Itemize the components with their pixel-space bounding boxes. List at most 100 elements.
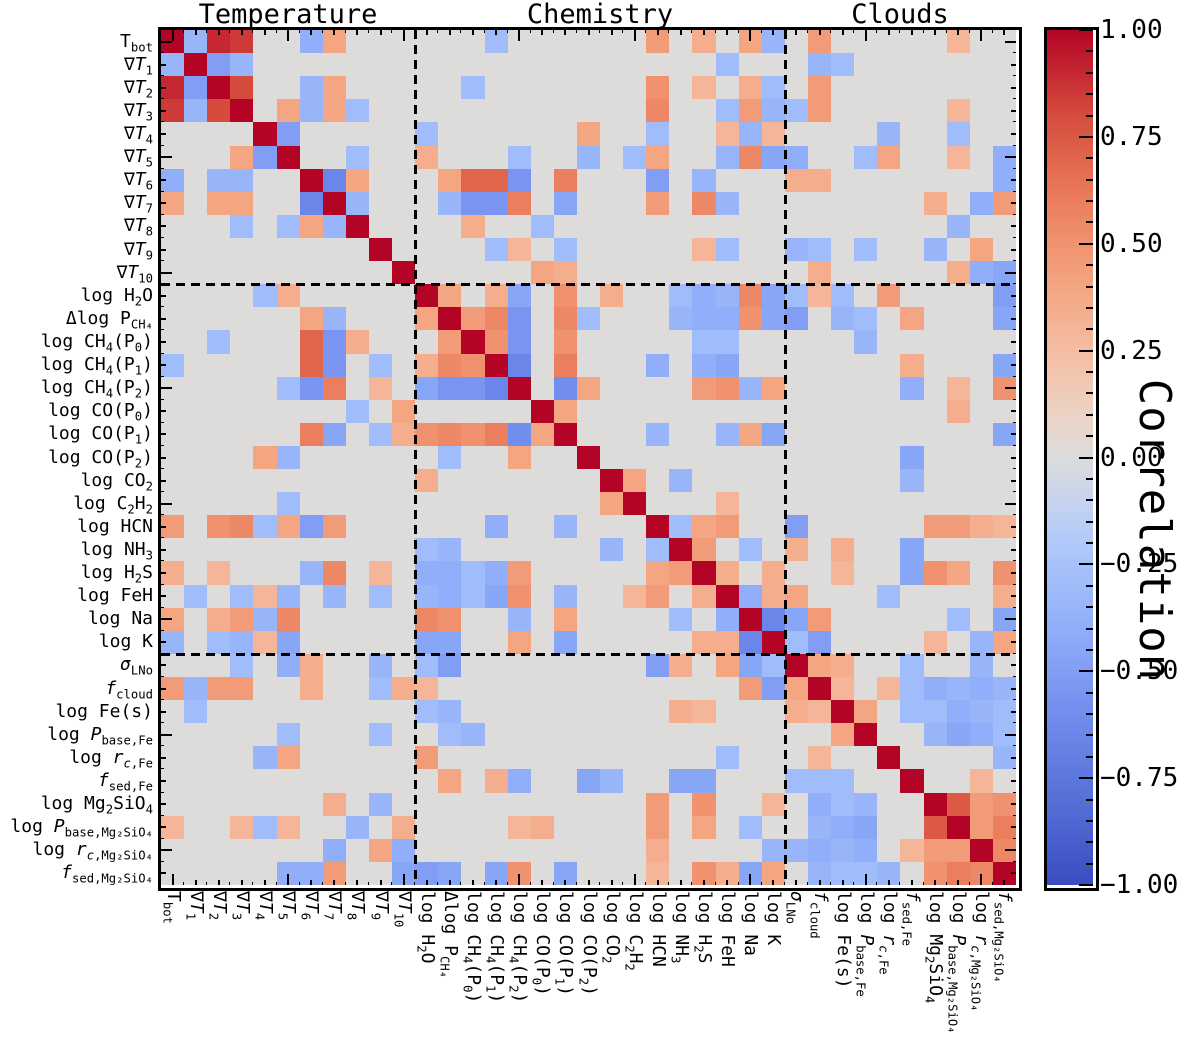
heatmap-cell (854, 862, 877, 885)
tick (161, 214, 164, 215)
heatmap-cell (277, 585, 300, 608)
heatmap-cell (323, 307, 346, 330)
heatmap-cell (438, 723, 461, 746)
heatmap-cell (415, 423, 438, 446)
tick (161, 803, 166, 805)
tick (668, 30, 669, 33)
tick (252, 30, 253, 33)
heatmap-cell (184, 769, 207, 793)
heatmap-cell (762, 862, 785, 885)
heatmap-cell (230, 330, 253, 354)
tick (161, 699, 164, 700)
heatmap-cell (277, 793, 300, 816)
heatmap-cell (900, 261, 924, 284)
heatmap-cell (415, 76, 438, 99)
heatmap-cell (577, 515, 600, 538)
heatmap-cell (669, 423, 692, 446)
heatmap-cell (461, 515, 485, 538)
tick (1011, 225, 1016, 227)
heatmap-cell (461, 307, 485, 330)
heatmap-cell (392, 330, 415, 354)
heatmap-cell (392, 122, 415, 146)
heatmap-cell (369, 862, 392, 885)
heatmap-cell (808, 400, 831, 423)
heatmap-cell (554, 354, 577, 377)
tick (1013, 514, 1016, 515)
heatmap-cell (993, 469, 1016, 492)
heatmap-cell (646, 377, 669, 400)
heatmap-cell (392, 192, 415, 215)
colorbar-tick-label: 0.00 (1100, 442, 1163, 473)
heatmap-cell (600, 53, 623, 76)
heatmap-cell (600, 631, 623, 654)
tick (1011, 480, 1016, 482)
heatmap-cell (230, 723, 253, 746)
heatmap-cell (277, 469, 300, 492)
heatmap-cell (253, 631, 277, 654)
tick (449, 880, 451, 885)
heatmap-cell (300, 261, 323, 284)
heatmap-cell (924, 261, 947, 284)
heatmap-cell (230, 215, 253, 238)
heatmap-cell (485, 284, 508, 307)
heatmap-cell (438, 538, 461, 561)
tick (1013, 653, 1016, 654)
heatmap-cell (692, 793, 716, 816)
heatmap-cell (253, 122, 277, 146)
heatmap-cell (692, 354, 716, 377)
heatmap-cell (415, 469, 438, 492)
y-axis-label: fsed,Fe (97, 770, 153, 794)
heatmap-cell (392, 446, 415, 469)
heatmap-cell (415, 492, 438, 515)
heatmap-cell (438, 261, 461, 284)
heatmap-cell (277, 862, 300, 885)
heatmap-cell (207, 746, 230, 769)
heatmap-cell (554, 585, 577, 608)
heatmap-cell (924, 793, 947, 816)
tick (911, 880, 913, 885)
heatmap-cell (692, 723, 716, 746)
heatmap-cell (438, 677, 461, 700)
tick (161, 445, 164, 446)
heatmap-cell (438, 769, 461, 793)
heatmap-cell (346, 816, 369, 839)
heatmap-cell (970, 538, 993, 561)
tick (1013, 214, 1016, 215)
tick (161, 306, 164, 307)
heatmap-cell (253, 53, 277, 76)
heatmap-cell (739, 608, 762, 631)
heatmap-cell (508, 169, 531, 192)
heatmap-cell (346, 677, 369, 700)
heatmap-cell (230, 585, 253, 608)
heatmap-cell (623, 515, 646, 538)
heatmap-cell (253, 192, 277, 215)
heatmap-cell (461, 700, 485, 723)
heatmap-cell (485, 492, 508, 515)
tick (784, 30, 785, 33)
heatmap-cell (392, 769, 415, 793)
colorbar-tick-label: −0.75 (1100, 763, 1179, 794)
heatmap-cell (739, 53, 762, 76)
tick (1011, 295, 1016, 297)
tick (645, 882, 646, 885)
heatmap-cell (785, 169, 808, 192)
heatmap-cell (277, 631, 300, 654)
heatmap-cell (277, 169, 300, 192)
heatmap-cell (785, 631, 808, 654)
heatmap-cell (392, 30, 415, 53)
heatmap-cell (485, 631, 508, 654)
heatmap-cell (461, 30, 485, 53)
tick (161, 168, 164, 169)
tick (1011, 457, 1016, 459)
tick (622, 882, 623, 885)
heatmap-cell (669, 30, 692, 53)
heatmap-cell (669, 238, 692, 261)
heatmap-cell (485, 30, 508, 53)
heatmap-cell (669, 377, 692, 400)
heatmap-cell (230, 515, 253, 538)
heatmap-cell (692, 284, 716, 307)
heatmap-cell (739, 677, 762, 700)
heatmap-cell (877, 53, 900, 76)
heatmap-cell (323, 654, 346, 677)
tick (934, 30, 936, 35)
